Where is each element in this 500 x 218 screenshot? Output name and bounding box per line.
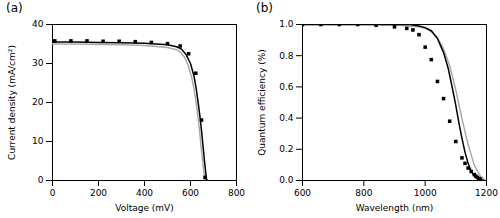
svg-text:30: 30 [32,58,44,68]
svg-text:1200: 1200 [475,188,498,198]
svg-text:0: 0 [50,188,56,198]
svg-text:10: 10 [32,136,44,146]
svg-text:0.2: 0.2 [279,144,293,154]
svg-text:0: 0 [38,175,44,185]
svg-text:1000: 1000 [414,188,437,198]
svg-text:200: 200 [90,188,107,198]
svg-text:20: 20 [32,97,44,107]
svg-text:Current density (mA/cm²): Current density (mA/cm²) [7,45,17,160]
html-text:(a): (a) [6,1,23,15]
svg-text:0.6: 0.6 [279,82,294,92]
svg-text:0.4: 0.4 [279,113,294,123]
svg-text:Voltage (mV): Voltage (mV) [115,203,174,213]
svg-text:800: 800 [228,188,245,198]
svg-text:1.0: 1.0 [279,19,294,29]
svg-text:600: 600 [294,188,311,198]
svg-text:400: 400 [136,188,153,198]
svg-text:0.0: 0.0 [279,175,294,185]
svg-text:800: 800 [355,188,372,198]
html-text:(b): (b) [256,1,273,15]
svg-text:Wavelength (nm): Wavelength (nm) [356,203,434,213]
svg-text:600: 600 [182,188,199,198]
svg-text:Quantum efficiency (%): Quantum efficiency (%) [257,49,267,156]
svg-text:0.8: 0.8 [279,51,294,61]
svg-text:40: 40 [32,19,44,29]
